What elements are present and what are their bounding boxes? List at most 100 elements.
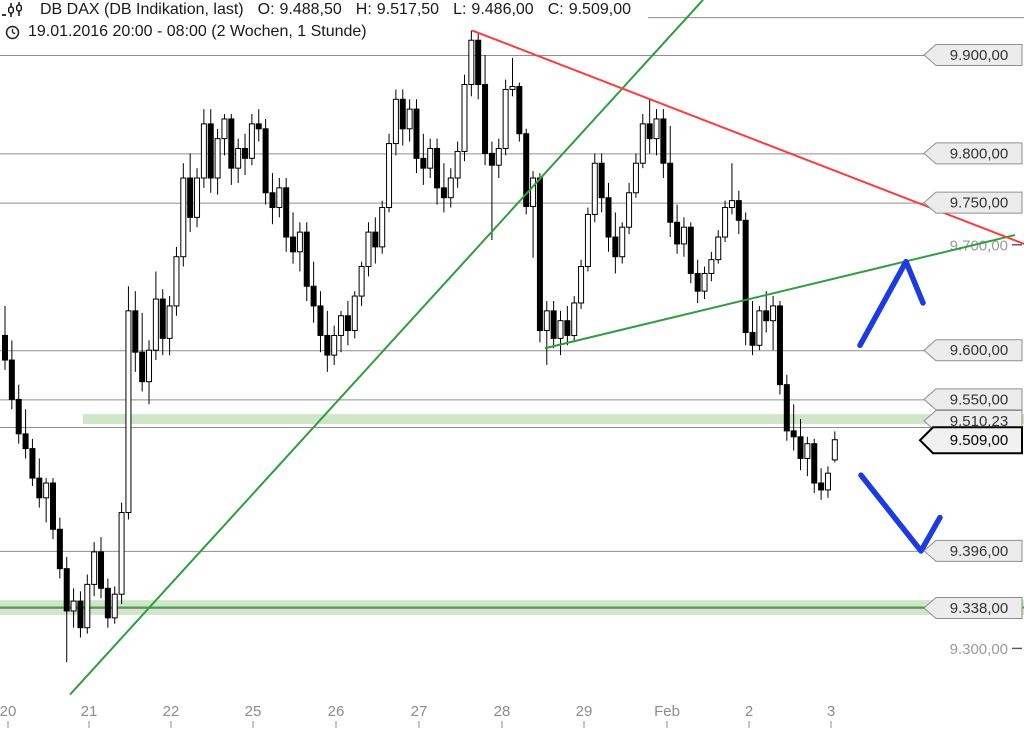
chart-header: DB DAX (DB Indikation, last) O: 9.488,50 … — [2, 1, 631, 19]
candle-body — [619, 226, 626, 258]
y-axis-label: 9.700,00 — [950, 237, 1008, 254]
x-axis: 20 21 22 25 26 27 28 29 Feb 2 3 — [0, 703, 835, 728]
candle-body — [605, 197, 612, 238]
candle-body — [578, 266, 585, 304]
candles-layer — [2, 30, 838, 663]
x-axis-label: 22 — [163, 703, 180, 720]
candle-body — [8, 359, 15, 400]
price-tag-label: 9.900,00 — [950, 47, 1008, 64]
candle-body — [166, 305, 173, 339]
candle-body — [125, 310, 132, 514]
candle-body — [543, 310, 550, 332]
candle-body — [646, 123, 653, 140]
support-zone[interactable] — [83, 414, 1024, 424]
candle-body — [56, 528, 63, 570]
candle-body — [811, 443, 818, 484]
candle-body — [91, 551, 98, 585]
candle-body — [214, 138, 221, 179]
price-level-tag[interactable]: 9.338,00 — [923, 597, 1023, 620]
candle-body — [111, 593, 118, 619]
candle-body — [427, 147, 434, 169]
candle-body — [516, 85, 523, 135]
price-level-tag[interactable]: 9.750,00 — [923, 191, 1023, 214]
candle-body — [550, 310, 557, 339]
y-axis-scale-labels: 9.700,00 9.300,00 — [950, 237, 1022, 658]
candle-body — [290, 236, 297, 253]
candle-body — [262, 128, 269, 194]
candle-body — [536, 177, 543, 332]
candle-body — [715, 236, 722, 261]
candle-body — [488, 152, 495, 166]
candle-body — [783, 384, 790, 432]
x-axis-label: 29 — [576, 703, 593, 720]
candle-body — [132, 310, 139, 353]
price-tag-shape — [923, 388, 1023, 411]
price-tag-shape — [923, 191, 1023, 214]
candle-body — [434, 147, 441, 189]
candle-body — [228, 118, 235, 169]
candle-body — [509, 85, 516, 90]
price-level-tag[interactable]: 9.600,00 — [923, 339, 1023, 362]
candle-body — [824, 472, 831, 491]
candle-body — [701, 272, 708, 292]
candle-body — [84, 583, 91, 629]
scenario-arrows[interactable] — [857, 258, 943, 554]
bearish-scenario-arrow[interactable] — [858, 472, 943, 554]
candle-body — [98, 551, 105, 589]
x-axis-label: 28 — [494, 703, 511, 720]
candle-body — [331, 334, 338, 356]
level-lines[interactable] — [0, 17, 1024, 610]
candle-body — [207, 123, 214, 179]
trendlines[interactable] — [69, 0, 1024, 696]
candle-body — [461, 84, 468, 152]
candle-body — [276, 187, 283, 209]
candle-body — [296, 231, 303, 253]
x-axis-label: 2 — [745, 703, 753, 720]
candle-body — [242, 147, 249, 159]
candle-body — [248, 123, 255, 159]
rising-trendline[interactable] — [69, 0, 704, 696]
price-level-tag[interactable]: 9.550,00 — [923, 388, 1023, 411]
candle-body — [612, 236, 619, 258]
candle-body — [763, 310, 770, 322]
ohlc-open: O: 9.488,50 — [257, 1, 342, 18]
y-axis-label: 9.300,00 — [950, 641, 1008, 658]
price-tag-label: 9.396,00 — [950, 543, 1008, 560]
candle-body — [831, 439, 838, 461]
price-level-tag[interactable]: 9.800,00 — [923, 142, 1023, 165]
price-tag-shape — [923, 142, 1023, 165]
x-axis-label: 21 — [81, 703, 98, 720]
price-tags: 9.900,00 9.800,00 9.750,00 9.600,00 9.550,00… — [918, 44, 1023, 620]
candle-body — [43, 482, 50, 499]
candle-body — [680, 226, 687, 245]
candle-body — [660, 118, 667, 164]
support-zones[interactable] — [0, 414, 1024, 615]
candle-body — [440, 187, 447, 199]
price-tag-label: 9.550,00 — [950, 391, 1008, 408]
candle-body — [36, 477, 43, 499]
candle-body — [694, 272, 701, 292]
candle-body — [104, 587, 111, 619]
price-tag-label: 9.338,00 — [950, 600, 1008, 617]
candle-body — [818, 482, 825, 491]
candle-body — [406, 108, 413, 130]
price-level-tag[interactable]: 9.396,00 — [923, 539, 1023, 562]
candle-body — [557, 320, 564, 339]
bullish-scenario-arrow[interactable] — [857, 258, 926, 349]
shallow-rising-trendline[interactable] — [544, 234, 1016, 350]
candle-body — [667, 162, 674, 223]
candle-body — [708, 259, 715, 274]
candle-body — [420, 157, 427, 169]
candle-body — [756, 310, 763, 346]
candlestick-chart-icon — [2, 2, 26, 18]
instrument-title: DB DAX (DB Indikation, last) — [40, 1, 244, 18]
candle-body — [790, 430, 797, 438]
candle-body — [152, 298, 159, 351]
candle-body — [70, 600, 77, 612]
ohlc-low: L: 9.486,00 — [453, 1, 534, 18]
chart-subheader: 19.01.2016 20:00 - 08:00 (2 Wochen, 1 St… — [5, 23, 367, 41]
candle-body — [351, 295, 358, 332]
candle-body — [139, 351, 146, 383]
price-level-tag[interactable]: 9.900,00 — [923, 44, 1023, 66]
